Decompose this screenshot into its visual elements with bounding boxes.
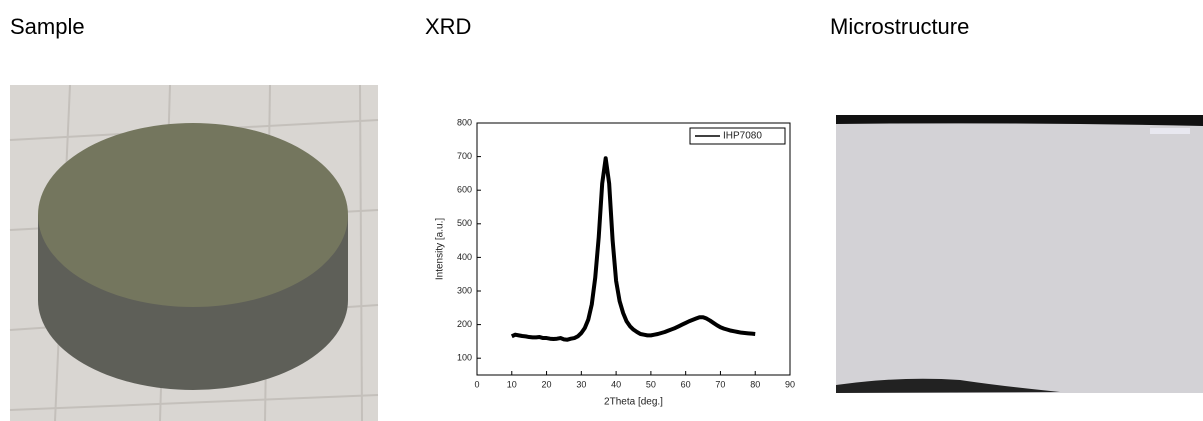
x-axis-label: 2Theta [deg.]	[604, 397, 663, 408]
x-tick-label: 80	[750, 379, 760, 389]
y-tick-label: 500	[457, 218, 472, 228]
legend-label: IHP7080	[723, 131, 762, 142]
disc-top	[38, 123, 348, 307]
micrograph	[836, 115, 1203, 393]
x-tick-label: 50	[646, 379, 656, 389]
grid-line	[9, 394, 379, 411]
bottom-edge	[836, 378, 1060, 393]
y-tick-label: 300	[457, 285, 472, 295]
x-tick-label: 10	[507, 379, 517, 389]
y-tick-label: 800	[457, 117, 472, 127]
y-axis-label: Intensity [a.u.]	[435, 218, 446, 280]
x-tick-label: 90	[785, 379, 795, 389]
data-line	[510, 156, 756, 342]
y-tick-label: 700	[457, 151, 472, 161]
y-tick-label: 100	[457, 353, 472, 363]
x-tick-label: 40	[611, 379, 621, 389]
x-tick-label: 20	[542, 379, 552, 389]
plot-frame	[476, 122, 791, 376]
x-tick-label: 0	[474, 379, 479, 389]
heading: Sample	[10, 14, 85, 39]
x-tick-label: 60	[681, 379, 691, 389]
heading: XRD	[425, 14, 471, 39]
heading: Microstructure	[830, 14, 969, 39]
scale-bar	[1150, 128, 1190, 134]
y-tick-label: 200	[457, 319, 472, 329]
legend-box	[689, 127, 786, 145]
y-tick-label: 600	[457, 185, 472, 195]
grid-line	[359, 84, 363, 421]
x-tick-label: 30	[576, 379, 586, 389]
top-edge	[836, 115, 1203, 126]
microstructure-photo	[836, 115, 1203, 393]
x-tick-label: 70	[715, 379, 725, 389]
sample-photo	[9, 84, 379, 421]
y-tick-label: 400	[457, 252, 472, 262]
